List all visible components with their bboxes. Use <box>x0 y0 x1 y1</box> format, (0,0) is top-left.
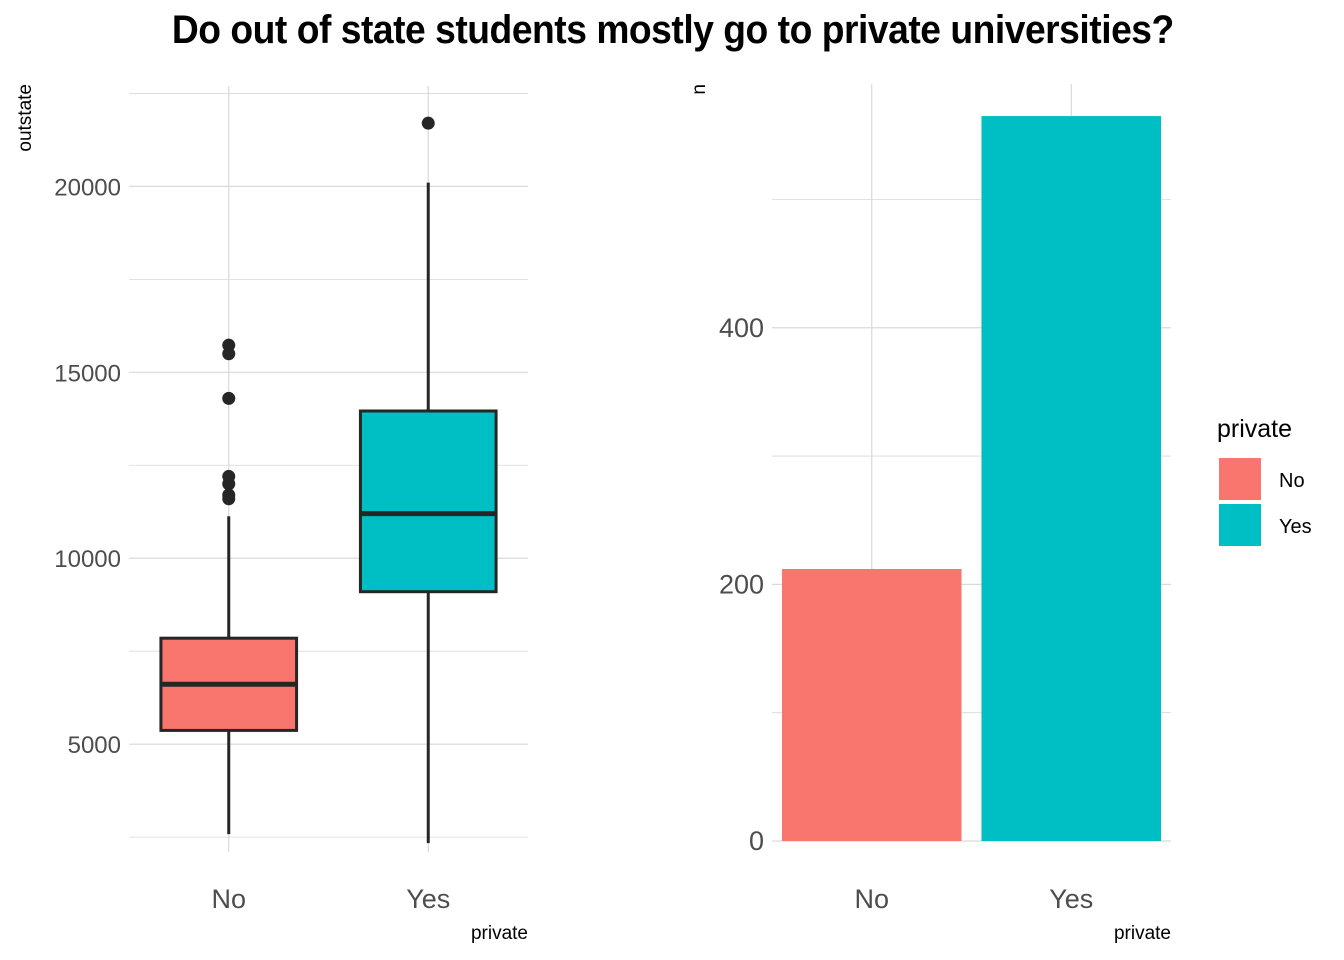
y-tick-label: 5000 <box>68 732 121 759</box>
box-outlier-point <box>222 469 236 483</box>
box-outlier-point <box>222 488 236 502</box>
y-tick-label: 20000 <box>54 174 121 201</box>
y-tick-label: 0 <box>749 826 764 856</box>
legend-title: private <box>1217 415 1292 443</box>
x-tick-label: No <box>854 884 889 914</box>
legend-swatch-no <box>1219 458 1261 500</box>
bar-panel: 0 200 400 No Yes private n <box>689 84 1171 944</box>
bar-y-tick-labels: 0 200 400 <box>719 313 764 856</box>
legend: private No Yes <box>1217 415 1312 546</box>
legend-label-no: No <box>1279 470 1305 492</box>
boxplot-panel: 5000 10000 15000 20000 No Yes private outsta… <box>15 84 528 944</box>
x-tick-label: Yes <box>1049 884 1093 914</box>
box-outlier-point <box>222 338 236 352</box>
box-no <box>159 338 299 835</box>
bar-x-tick-labels: No Yes <box>854 884 1093 914</box>
legend-swatch-yes <box>1219 504 1261 546</box>
y-tick-label: 400 <box>719 313 764 343</box>
boxplot-x-axis-label: private <box>471 923 528 944</box>
boxplot-marks <box>159 116 498 844</box>
bar-y-axis-label: n <box>689 84 710 95</box>
box-yes <box>358 116 498 844</box>
bar-yes <box>981 116 1162 841</box>
y-tick-label: 15000 <box>54 360 121 387</box>
legend-items: No Yes <box>1219 458 1312 546</box>
bar-marks <box>781 116 1162 841</box>
box-outlier-point <box>222 391 236 405</box>
x-tick-label: Yes <box>406 884 450 914</box>
bar-x-axis-label: private <box>1114 923 1171 944</box>
x-tick-label: No <box>211 884 246 914</box>
boxplot-y-axis-label: outstate <box>15 84 36 152</box>
boxplot-y-tick-labels: 5000 10000 15000 20000 <box>54 174 121 759</box>
box-iqr <box>358 409 498 594</box>
bar-no <box>781 568 962 841</box>
box-outlier-point <box>421 116 435 130</box>
y-tick-label: 200 <box>719 569 764 599</box>
y-tick-label: 10000 <box>54 546 121 573</box>
chart-title: Do out of state students mostly go to pr… <box>171 8 1174 52</box>
legend-label-yes: Yes <box>1279 516 1312 538</box>
boxplot-x-tick-labels: No Yes <box>211 884 450 914</box>
